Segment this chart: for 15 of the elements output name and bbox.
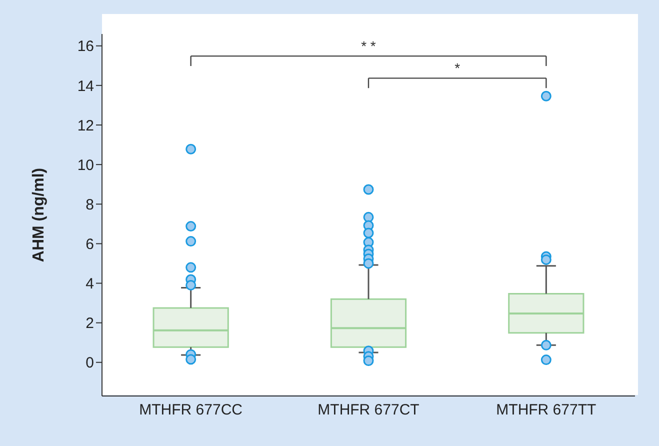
y-tick-label: 2	[86, 315, 94, 332]
annotation: *	[454, 60, 461, 76]
y-tick-label: 4	[86, 276, 94, 293]
annotation: * *	[361, 38, 376, 54]
y-tick-label: 10	[77, 156, 94, 174]
x-tick-label: MTHFR 677TT	[496, 402, 596, 419]
y-axis-title: AHM (ng/ml)	[30, 168, 48, 262]
x-tick-label: MTHFR 677CC	[139, 402, 243, 419]
y-tick-label: 8	[86, 196, 94, 214]
y-tick-label: 12	[77, 117, 94, 134]
y-tick-label: 14	[77, 78, 94, 95]
y-tick-label: 6	[86, 236, 94, 254]
y-tick-label: 0	[86, 354, 94, 372]
y-tick-label: 16	[77, 38, 94, 56]
x-tick-label: MTHFR 677CT	[318, 402, 420, 419]
